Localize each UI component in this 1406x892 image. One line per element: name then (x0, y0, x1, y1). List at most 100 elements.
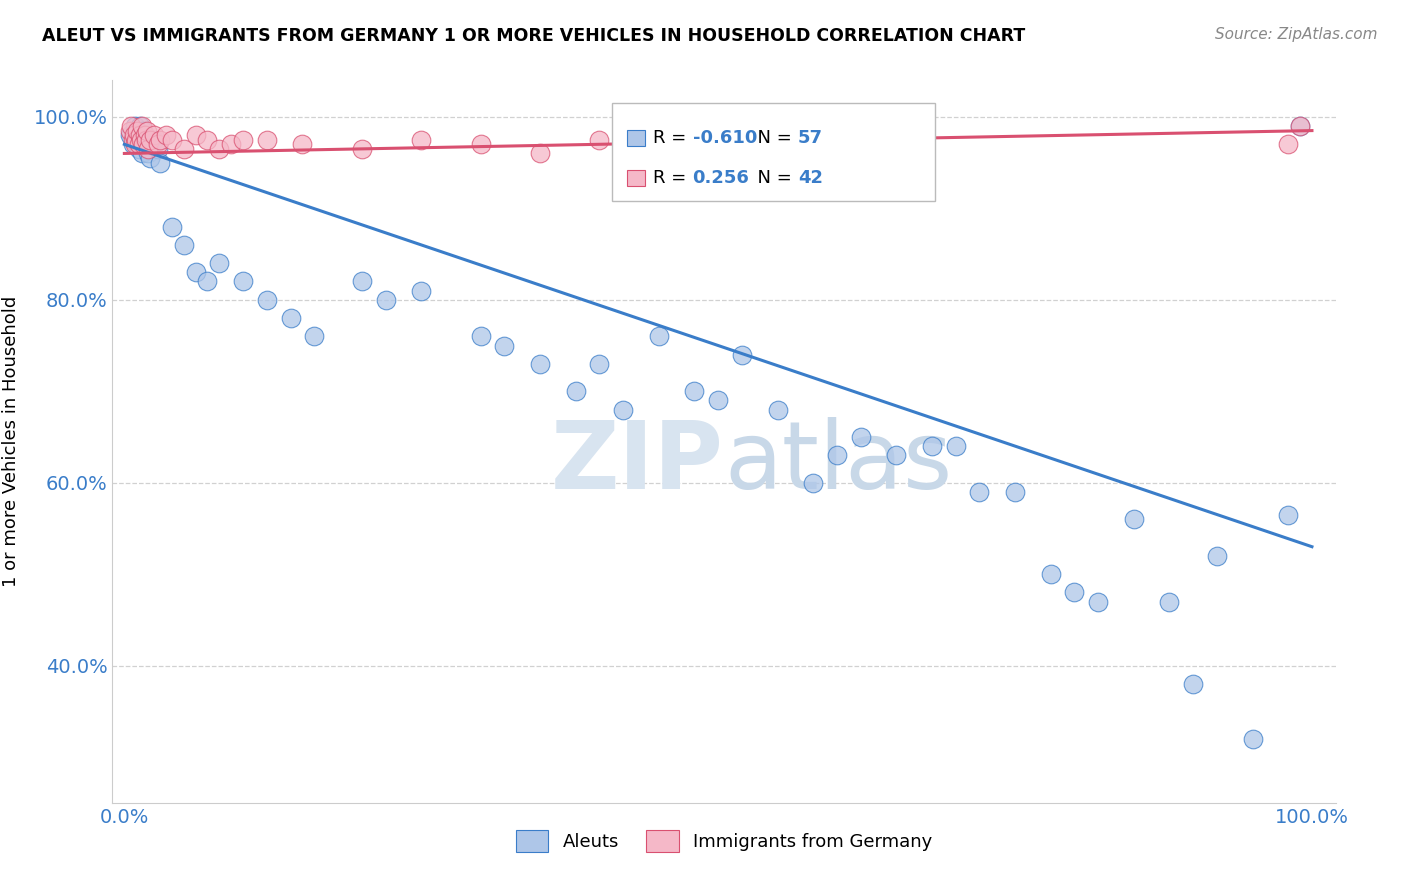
Point (146, 142, 169, 156)
Text: atlas: atlas (724, 417, 952, 509)
Point (731, 348, 754, 362)
Point (122, 128, 145, 143)
Point (411, 284, 433, 298)
Point (131, 119, 153, 133)
Point (1063, 585, 1085, 599)
Point (160, 219, 183, 234)
Point (128, 142, 150, 156)
Point (766, 146, 789, 161)
Point (529, 146, 551, 161)
Text: ALEUT VS IMMIGRANTS FROM GERMANY 1 OR MORE VEHICLES IN HOUSEHOLD CORRELATION CHA: ALEUT VS IMMIGRANTS FROM GERMANY 1 OR MO… (42, 27, 1025, 45)
Point (291, 137, 314, 152)
Point (124, 137, 146, 152)
Legend: Aleuts, Immigrants from Germany: Aleuts, Immigrants from Germany (509, 822, 939, 859)
Point (648, 142, 671, 156)
Point (121, 119, 143, 133)
Point (197, 275, 219, 289)
Point (825, 448, 848, 462)
Point (304, 329, 326, 343)
Point (766, 402, 789, 417)
Point (825, 183, 848, 197)
Point (135, 123, 157, 137)
Point (127, 123, 149, 137)
Point (121, 133, 143, 147)
Point (969, 484, 991, 499)
Point (232, 133, 254, 147)
Point (146, 137, 169, 152)
Point (149, 133, 172, 147)
Point (208, 256, 231, 270)
Point (470, 137, 492, 152)
Text: N =: N = (747, 169, 797, 187)
Text: N =: N = (747, 129, 797, 147)
Text: R =: R = (654, 129, 692, 147)
Point (707, 137, 730, 152)
Point (1004, 484, 1026, 499)
Point (1182, 677, 1205, 691)
Point (1039, 567, 1062, 582)
Point (921, 439, 943, 453)
Point (1241, 731, 1264, 746)
Point (280, 311, 302, 326)
Point (128, 128, 150, 143)
Point (1277, 508, 1299, 522)
Point (143, 133, 166, 147)
Point (155, 128, 177, 143)
Point (588, 357, 610, 371)
Point (197, 133, 219, 147)
Point (132, 123, 155, 137)
Point (219, 137, 242, 152)
Point (208, 142, 231, 156)
Point (801, 475, 824, 490)
Point (173, 142, 195, 156)
Point (1289, 119, 1312, 133)
Point (124, 119, 146, 133)
Point (120, 123, 142, 137)
Point (884, 448, 907, 462)
Point (494, 338, 516, 352)
Point (134, 128, 156, 143)
Point (588, 133, 610, 147)
Point (149, 155, 172, 169)
Point (1289, 119, 1312, 133)
Point (160, 133, 183, 147)
Point (945, 439, 967, 453)
Point (184, 128, 207, 143)
Text: 0.256: 0.256 (693, 169, 749, 187)
Point (1277, 137, 1299, 152)
Point (139, 151, 162, 165)
Point (884, 151, 907, 165)
Point (120, 128, 142, 143)
Point (129, 133, 152, 147)
Point (470, 329, 492, 343)
Point (128, 119, 150, 133)
Point (256, 133, 278, 147)
Text: -0.610: -0.610 (693, 129, 756, 147)
Text: Source: ZipAtlas.com: Source: ZipAtlas.com (1215, 27, 1378, 42)
Point (1206, 549, 1229, 563)
Point (564, 384, 586, 399)
Point (1087, 594, 1109, 608)
Point (1122, 512, 1144, 526)
Text: ZIP: ZIP (551, 417, 724, 509)
Point (131, 146, 153, 161)
Point (136, 146, 159, 161)
Point (374, 293, 396, 307)
Point (612, 402, 634, 417)
Point (128, 137, 150, 152)
Y-axis label: 1 or more Vehicles in Household: 1 or more Vehicles in Household (1, 296, 20, 587)
Point (132, 137, 155, 152)
Text: 57: 57 (799, 129, 823, 147)
Point (350, 142, 373, 156)
Point (135, 133, 157, 147)
Point (529, 357, 551, 371)
Point (127, 123, 149, 137)
Point (648, 329, 671, 343)
Point (125, 133, 148, 147)
Point (121, 137, 143, 152)
Text: R =: R = (654, 169, 697, 187)
Point (1159, 594, 1181, 608)
Point (256, 293, 278, 307)
Point (136, 142, 159, 156)
Point (143, 128, 166, 143)
